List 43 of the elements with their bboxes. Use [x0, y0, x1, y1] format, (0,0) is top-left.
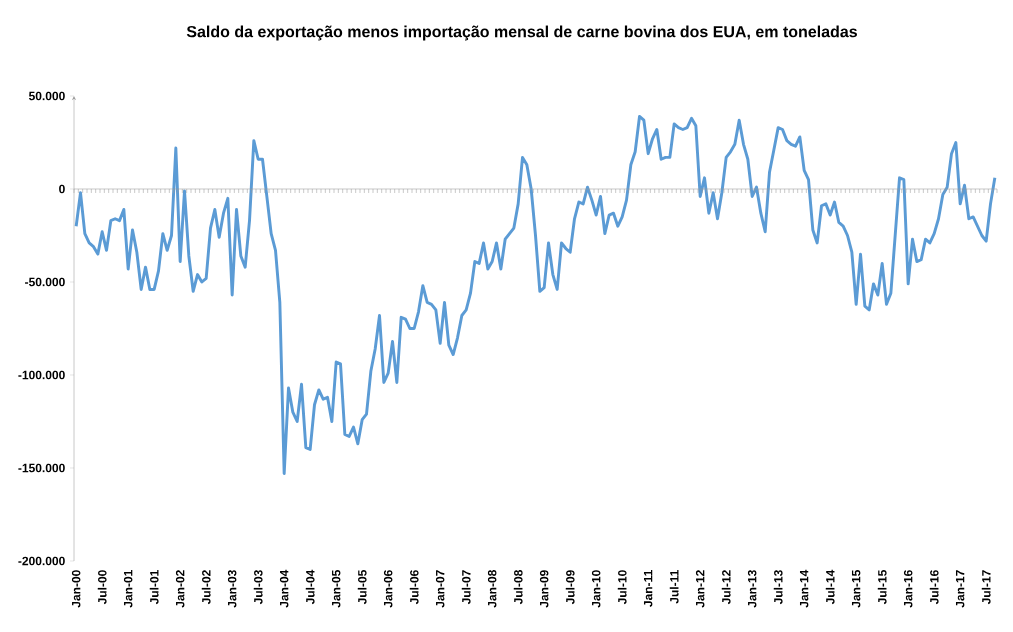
- x-tick-label: Jan-00: [71, 570, 81, 608]
- chart-title: Saldo da exportação menos importação mensal de carne bovina dos EUA, em toneladas: [186, 25, 857, 41]
- x-tick-label: Jan-06: [383, 570, 393, 608]
- x-tick-label: Jan-16: [903, 570, 913, 608]
- x-tick-label: Jan-07: [435, 570, 445, 608]
- x-tick-label: Jan-17: [955, 570, 965, 608]
- y-tick-label: -50.000: [25, 277, 65, 287]
- x-tick-label: Jul-00: [97, 570, 107, 605]
- x-tick-label: Jul-09: [565, 570, 575, 605]
- x-tick-label: Jul-14: [825, 569, 835, 605]
- x-tick-label: Jul-08: [513, 570, 523, 605]
- y-tick-label: 0: [59, 184, 65, 194]
- x-tick-label: Jan-11: [643, 570, 653, 607]
- y-tick-label: -150.000: [18, 463, 65, 473]
- x-tick-label: Jul-17: [981, 570, 991, 605]
- x-tick-label: Jan-08: [487, 570, 497, 608]
- x-tick-label: Jan-02: [175, 570, 185, 608]
- x-tick-label: Jan-15: [851, 570, 861, 608]
- x-tick-label: Jan-04: [279, 569, 289, 608]
- x-tick-label: Jul-05: [357, 570, 367, 605]
- x-tick-label: Jan-05: [331, 570, 341, 608]
- x-tick-label: Jul-15: [877, 570, 887, 605]
- x-tick-label: Jul-11: [669, 570, 679, 604]
- y-tick-label: -200.000: [18, 556, 65, 566]
- x-tick-label: Jan-10: [591, 570, 601, 608]
- x-tick-label: Jan-01: [123, 570, 133, 608]
- x-tick-label: Jul-13: [773, 570, 783, 605]
- x-tick-label: Jul-01: [149, 570, 159, 605]
- x-tick-label: Jan-13: [747, 570, 757, 608]
- x-tick-label: Jul-10: [617, 570, 627, 605]
- x-tick-label: Jul-04: [305, 569, 315, 605]
- y-tick-label: -100.000: [18, 370, 65, 380]
- x-tick-label: Jul-03: [253, 570, 263, 605]
- x-tick-label: Jul-16: [929, 570, 939, 605]
- y-tick-label: 50.000: [28, 91, 65, 101]
- x-tick-label: Jan-03: [227, 570, 237, 608]
- x-tick-label: Jan-12: [695, 570, 705, 608]
- x-tick-label: Jul-07: [461, 570, 471, 605]
- x-tick-label: Jan-09: [539, 570, 549, 608]
- x-tick-label: Jul-12: [721, 570, 731, 605]
- x-tick-label: Jul-02: [201, 570, 211, 605]
- x-tick-label: Jan-14: [799, 569, 809, 608]
- x-tick-label: Jul-06: [409, 570, 419, 605]
